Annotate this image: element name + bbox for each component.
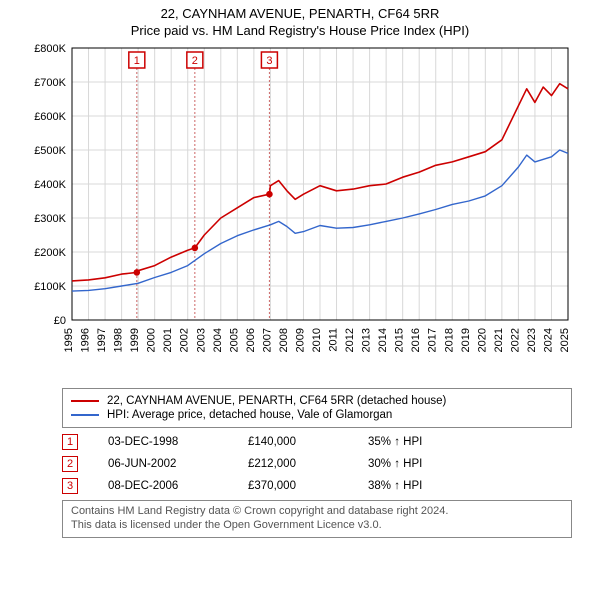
event-row: 1 03-DEC-1998 £140,000 35% ↑ HPI xyxy=(62,434,572,450)
svg-text:£600K: £600K xyxy=(34,111,66,123)
event-row: 2 06-JUN-2002 £212,000 30% ↑ HPI xyxy=(62,456,572,472)
svg-text:1999: 1999 xyxy=(129,328,141,352)
event-price: £370,000 xyxy=(248,480,338,492)
svg-text:2002: 2002 xyxy=(179,328,191,352)
svg-text:2000: 2000 xyxy=(146,328,158,352)
svg-text:2005: 2005 xyxy=(228,328,240,352)
event-marker-3: 3 xyxy=(62,478,78,494)
legend-row: HPI: Average price, detached house, Vale… xyxy=(71,409,563,421)
svg-text:2011: 2011 xyxy=(328,328,340,352)
svg-text:2014: 2014 xyxy=(377,328,389,352)
svg-text:£500K: £500K xyxy=(34,145,66,157)
chart-container: 22, CAYNHAM AVENUE, PENARTH, CF64 5RR Pr… xyxy=(0,0,600,590)
event-date: 06-JUN-2002 xyxy=(108,458,218,470)
svg-text:2: 2 xyxy=(192,55,198,67)
event-marker-1: 1 xyxy=(62,434,78,450)
title-address: 22, CAYNHAM AVENUE, PENARTH, CF64 5RR xyxy=(10,6,590,21)
svg-text:1997: 1997 xyxy=(96,328,108,352)
event-row: 3 08-DEC-2006 £370,000 38% ↑ HPI xyxy=(62,478,572,494)
svg-text:£700K: £700K xyxy=(34,77,66,89)
svg-text:2023: 2023 xyxy=(526,328,538,352)
svg-text:1995: 1995 xyxy=(63,328,75,352)
svg-text:£400K: £400K xyxy=(34,179,66,191)
event-marker-2: 2 xyxy=(62,456,78,472)
svg-text:2024: 2024 xyxy=(542,328,554,352)
event-date: 08-DEC-2006 xyxy=(108,480,218,492)
svg-text:2008: 2008 xyxy=(278,328,290,352)
legend-swatch-hpi xyxy=(71,414,99,416)
svg-text:2020: 2020 xyxy=(476,328,488,352)
svg-text:2010: 2010 xyxy=(311,328,323,352)
event-delta: 38% ↑ HPI xyxy=(368,480,572,492)
legend-label-hpi: HPI: Average price, detached house, Vale… xyxy=(107,409,392,421)
event-date: 03-DEC-1998 xyxy=(108,436,218,448)
svg-text:£0: £0 xyxy=(54,315,66,327)
svg-text:2001: 2001 xyxy=(162,328,174,352)
svg-text:£200K: £200K xyxy=(34,247,66,259)
legend-row: 22, CAYNHAM AVENUE, PENARTH, CF64 5RR (d… xyxy=(71,395,563,407)
svg-text:2017: 2017 xyxy=(427,328,439,352)
svg-text:2003: 2003 xyxy=(195,328,207,352)
events-table: 1 03-DEC-1998 £140,000 35% ↑ HPI 2 06-JU… xyxy=(62,434,572,494)
event-delta: 35% ↑ HPI xyxy=(368,436,572,448)
line-chart-svg: £0 £100K £200K £300K £400K £500K £600K £700K £80… xyxy=(20,42,580,382)
svg-text:2013: 2013 xyxy=(361,328,373,352)
svg-text:£800K: £800K xyxy=(34,43,66,55)
svg-text:3: 3 xyxy=(266,55,272,67)
title-block: 22, CAYNHAM AVENUE, PENARTH, CF64 5RR Pr… xyxy=(10,6,590,38)
svg-text:2018: 2018 xyxy=(443,328,455,352)
svg-text:1996: 1996 xyxy=(80,328,92,352)
event-delta: 30% ↑ HPI xyxy=(368,458,572,470)
svg-text:2022: 2022 xyxy=(509,328,521,352)
svg-text:2004: 2004 xyxy=(212,328,224,352)
legend-box: 22, CAYNHAM AVENUE, PENARTH, CF64 5RR (d… xyxy=(62,388,572,428)
svg-text:2025: 2025 xyxy=(559,328,571,352)
legend-label-property: 22, CAYNHAM AVENUE, PENARTH, CF64 5RR (d… xyxy=(107,395,446,407)
svg-text:1998: 1998 xyxy=(113,328,125,352)
svg-text:2007: 2007 xyxy=(261,328,273,352)
license-line2: This data is licensed under the Open Gov… xyxy=(71,519,563,533)
title-subtitle: Price paid vs. HM Land Registry's House … xyxy=(10,23,590,38)
svg-text:2015: 2015 xyxy=(394,328,406,352)
svg-text:2021: 2021 xyxy=(493,328,505,352)
event-price: £140,000 xyxy=(248,436,338,448)
svg-text:£300K: £300K xyxy=(34,213,66,225)
svg-text:2006: 2006 xyxy=(245,328,257,352)
svg-text:2016: 2016 xyxy=(410,328,422,352)
legend-swatch-property xyxy=(71,400,99,402)
license-box: Contains HM Land Registry data © Crown c… xyxy=(62,500,572,538)
svg-text:£100K: £100K xyxy=(34,281,66,293)
event-price: £212,000 xyxy=(248,458,338,470)
svg-text:2019: 2019 xyxy=(460,328,472,352)
license-line1: Contains HM Land Registry data © Crown c… xyxy=(71,505,563,519)
chart-area: £0 £100K £200K £300K £400K £500K £600K £700K £80… xyxy=(20,42,580,382)
svg-text:1: 1 xyxy=(134,55,140,67)
svg-text:2012: 2012 xyxy=(344,328,356,352)
svg-text:2009: 2009 xyxy=(294,328,306,352)
